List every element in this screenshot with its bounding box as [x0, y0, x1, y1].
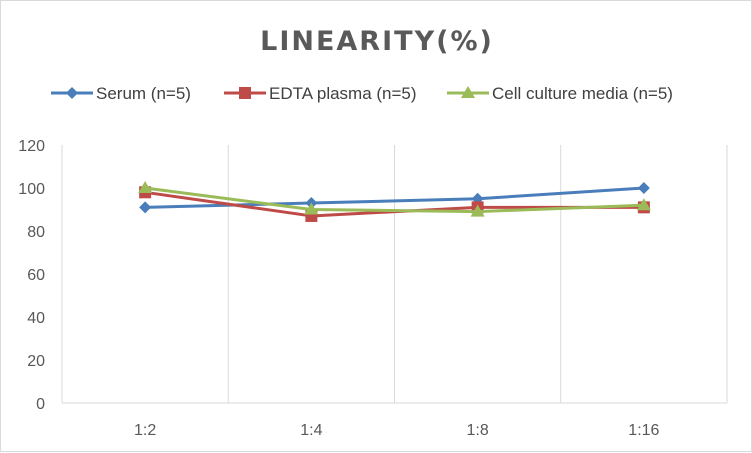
x-tick-label: 1:16	[628, 422, 659, 439]
x-tick-label: 1:8	[467, 422, 489, 439]
data-point-triangle	[461, 86, 475, 98]
y-tick-label: 40	[27, 310, 45, 327]
legend-item: Serum (n=5)	[51, 84, 191, 103]
x-tick-label: 1:2	[134, 422, 156, 439]
legend-item: Cell culture media (n=5)	[447, 84, 673, 103]
y-tick-label: 100	[18, 181, 45, 198]
data-point-diamond	[637, 182, 650, 194]
y-tick-label: 20	[27, 353, 45, 370]
series-group	[138, 181, 651, 222]
y-tick-label: 80	[27, 224, 45, 241]
legend-item: EDTA plasma (n=5)	[224, 84, 417, 103]
grid-lines	[61, 145, 728, 403]
data-point-triangle	[138, 181, 153, 193]
y-tick-label: 0	[36, 396, 45, 413]
chart-title: LINEARITY(%)	[260, 26, 494, 57]
data-point-square	[239, 87, 251, 99]
x-tick-label: 1:4	[300, 422, 322, 439]
y-tick-label: 60	[27, 267, 45, 284]
data-point-triangle	[304, 202, 319, 215]
series-line	[144, 186, 644, 214]
data-point-diamond	[66, 87, 78, 99]
legend-label: EDTA plasma (n=5)	[269, 84, 417, 103]
legend-label: Serum (n=5)	[96, 84, 191, 103]
chart-axes: 0 20 40 60 80 100 120 1:2 1:4 1:8 1:16	[18, 138, 727, 439]
data-point-diamond	[139, 201, 152, 214]
data-point-triangle	[636, 198, 651, 211]
chart-legend: Serum (n=5) EDTA plasma (n=5) Cell culture…	[51, 84, 673, 103]
series-3	[138, 181, 651, 217]
data-point-triangle	[470, 204, 485, 217]
y-tick-label: 120	[18, 138, 45, 155]
legend-label: Cell culture media (n=5)	[492, 84, 673, 103]
